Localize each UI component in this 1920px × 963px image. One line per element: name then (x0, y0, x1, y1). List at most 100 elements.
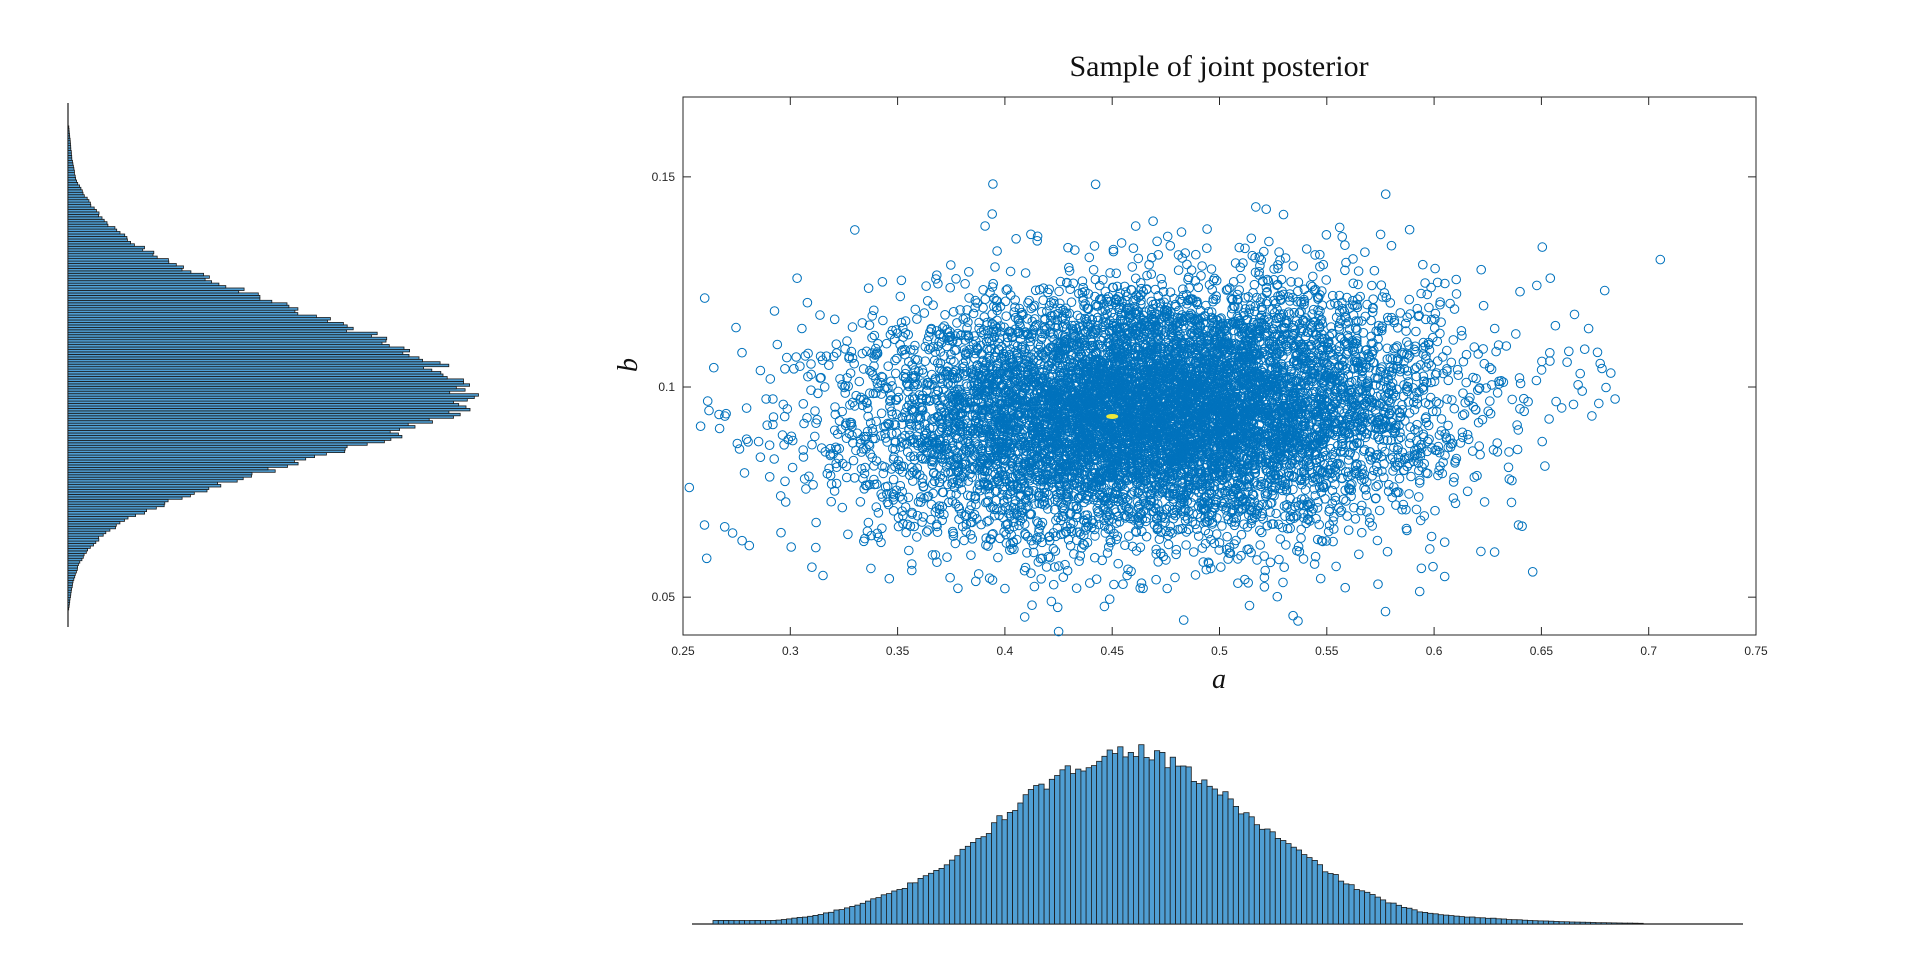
scatter-point (1173, 265, 1184, 276)
scatter-point (888, 474, 899, 485)
marginal-histogram-b (67, 103, 479, 627)
scatter-point (1484, 362, 1495, 373)
scatter-point (1308, 304, 1319, 315)
scatter-point (1507, 394, 1517, 405)
scatter-point (1540, 461, 1550, 471)
scatter-point (1469, 472, 1480, 483)
scatter-point (967, 453, 978, 464)
scatter-point (714, 409, 724, 420)
scatter-point (776, 527, 786, 538)
scatter-point (839, 382, 850, 393)
scatter-point (1182, 259, 1192, 270)
scatter-point (1260, 565, 1270, 576)
scatter-point (1424, 302, 1434, 313)
scatter-point (1324, 520, 1335, 531)
scatter-point (1233, 302, 1243, 312)
scatter-point (928, 479, 938, 489)
scatter-point (1331, 561, 1341, 572)
scatter-point (1246, 233, 1257, 244)
scatter-point (887, 325, 898, 336)
scatter-point (857, 318, 868, 328)
scatter-point (1008, 517, 1019, 527)
scatter-point (1379, 459, 1389, 469)
scatter-point (1451, 274, 1461, 285)
scatter-point (1111, 268, 1121, 279)
scatter-point (702, 396, 713, 406)
scatter-point (1120, 540, 1130, 551)
scatter-point (904, 424, 914, 435)
scatter-point (798, 445, 809, 455)
scatter-point (1327, 498, 1338, 509)
scatter-point (982, 516, 992, 527)
scatter-point (720, 411, 730, 421)
scatter-point (1187, 327, 1198, 337)
scatter-point (1492, 388, 1503, 398)
scatter-point (871, 416, 882, 427)
scatter-point (1504, 447, 1514, 457)
scatter-point (1420, 278, 1430, 288)
scatter-point (1133, 253, 1144, 264)
scatter-point (1512, 444, 1523, 455)
chart-title: Sample of joint posterior (1069, 50, 1368, 83)
scatter-point (1065, 540, 1076, 551)
scatter-point (1309, 559, 1320, 569)
scatter-point (1036, 334, 1047, 345)
scatter-point (1308, 386, 1318, 397)
scatter-point (1154, 534, 1165, 545)
scatter-point (1406, 471, 1416, 482)
scatter-point (1223, 554, 1233, 564)
scatter-point (1236, 529, 1247, 540)
scatter-point (1367, 280, 1377, 291)
scatter-point (1537, 436, 1547, 447)
scatter-point (872, 378, 883, 389)
scatter-point (1442, 394, 1452, 404)
scatter-point (847, 322, 858, 332)
scatter-point (1392, 341, 1402, 351)
scatter-point (923, 525, 933, 536)
scatter-point (907, 565, 917, 576)
scatter-point (994, 510, 1004, 521)
scatter-point (1348, 278, 1359, 289)
scatter-point (886, 406, 897, 417)
scatter-point (1288, 484, 1298, 495)
scatter-point (1112, 531, 1123, 542)
scatter-point (1424, 434, 1434, 445)
scatter-point (1050, 546, 1061, 556)
scatter-point (1401, 326, 1411, 336)
scatter-point (791, 352, 802, 362)
scatter-point (1162, 583, 1172, 594)
scatter-point (1045, 552, 1055, 563)
scatter-point (1556, 403, 1567, 413)
scatter-point (846, 346, 857, 357)
scatter-point (930, 550, 941, 560)
scatter-point (1293, 277, 1304, 288)
scatter-point (1013, 316, 1024, 326)
scatter-point (1461, 377, 1471, 388)
scatter-point (1402, 366, 1413, 376)
scatter-point (1414, 465, 1424, 476)
scatter-point (1344, 450, 1354, 460)
scatter-point (806, 359, 816, 369)
scatter-point (799, 418, 809, 429)
scatter-point (1551, 396, 1561, 407)
scatter-point (992, 246, 1002, 256)
scatter-point (1214, 538, 1225, 548)
scatter-point (859, 536, 869, 547)
scatter-point (866, 563, 876, 574)
scatter-point (1010, 302, 1020, 313)
scatter-point (1233, 554, 1243, 564)
scatter-point (1398, 499, 1409, 510)
scatter-point (932, 557, 942, 568)
scatter-point (1455, 438, 1466, 448)
scatter-point (882, 418, 893, 429)
scatter-point (701, 553, 712, 564)
scatter-point (868, 427, 878, 438)
scatter-point (1349, 502, 1359, 513)
scatter-point (1263, 276, 1274, 286)
scatter-point (1278, 577, 1288, 588)
scatter-point (1353, 266, 1364, 276)
scatter-point (919, 308, 930, 318)
scatter-point (824, 360, 834, 371)
scatter-point (845, 400, 855, 410)
